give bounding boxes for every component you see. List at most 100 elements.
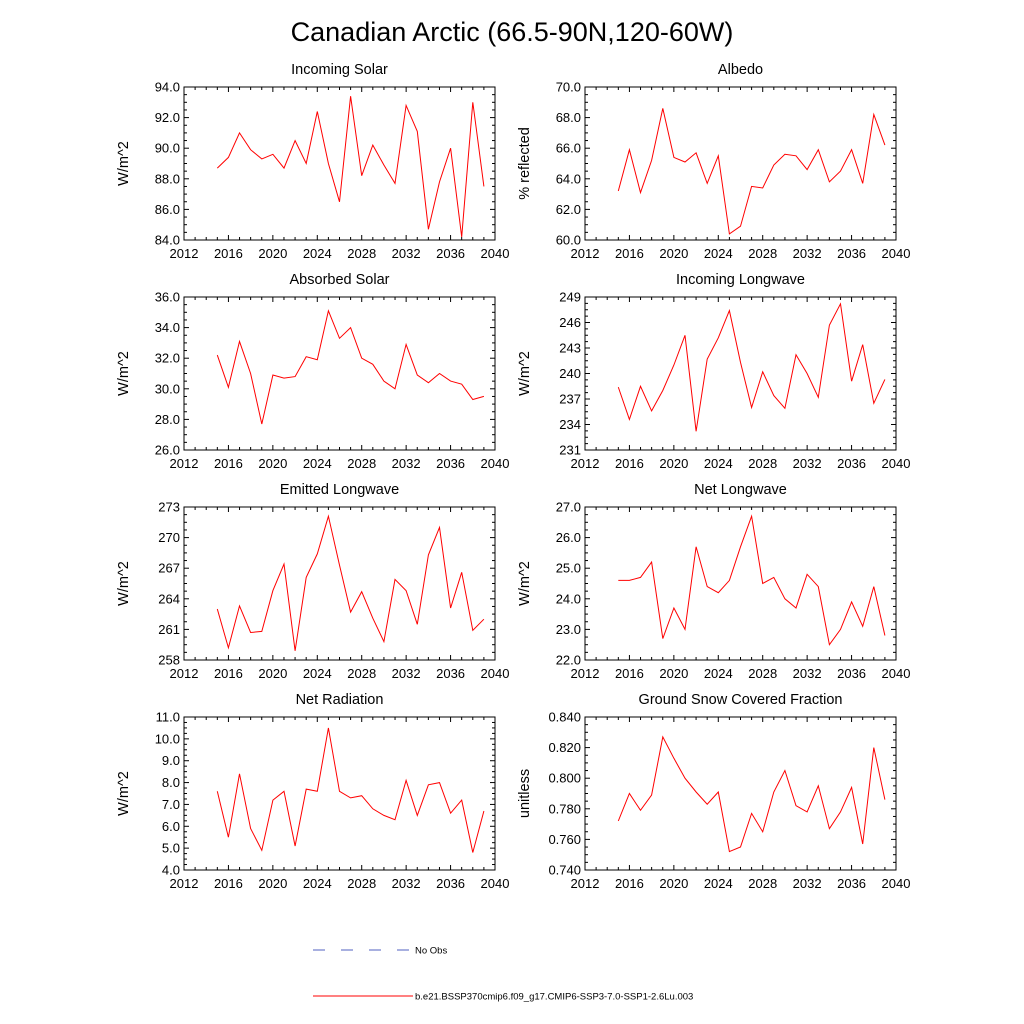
x-tick-label: 2024 <box>303 456 332 471</box>
x-tick-label: 2036 <box>436 666 465 681</box>
panel-title: Net Radiation <box>296 692 384 708</box>
y-tick-label: 30.0 <box>155 381 180 396</box>
y-tick-label: 70.0 <box>556 80 581 95</box>
x-tick-label: 2028 <box>347 246 376 261</box>
x-tick-label: 2040 <box>481 246 510 261</box>
x-tick-label: 2016 <box>615 456 644 471</box>
legend: No Obs b.e21.BSSP370cmip6.f09_g17.CMIP6-… <box>313 946 693 1003</box>
panel-emitted-longwave: Emitted Longwave W/m^2 2012 2016 2020 2024 202… <box>116 482 509 681</box>
panel-incoming-solar: Incoming Solar W/m^2 2012 2016 2020 2024 2028 2… <box>116 62 509 261</box>
x-tick-label: 2028 <box>347 876 376 891</box>
y-tick-label: 0.840 <box>548 710 581 725</box>
y-axis-label: W/m^2 <box>116 351 132 396</box>
x-tick-label: 2020 <box>659 456 688 471</box>
x-tick-label: 2012 <box>170 246 199 261</box>
y-tick-label: 246 <box>559 315 581 330</box>
y-tick-label: 10.0 <box>155 731 180 746</box>
y-tick-label: 234 <box>559 417 581 432</box>
x-tick-label: 2040 <box>481 876 510 891</box>
panel-title: Emitted Longwave <box>280 482 399 498</box>
x-tick-label: 2016 <box>214 666 243 681</box>
y-tick-label: 32.0 <box>155 351 180 366</box>
x-tick-label: 2016 <box>615 666 644 681</box>
x-tick-label: 2016 <box>214 246 243 261</box>
y-tick-label: 86.0 <box>155 202 180 217</box>
y-axis-label: W/m^2 <box>116 141 132 186</box>
y-tick-label: 26.0 <box>556 530 581 545</box>
y-axis-label: W/m^2 <box>517 561 533 606</box>
x-tick-label: 2024 <box>704 666 733 681</box>
y-tick-label: 0.800 <box>548 771 581 786</box>
y-tick-label: 92.0 <box>155 110 180 125</box>
y-tick-label: 261 <box>158 622 180 637</box>
series-line <box>617 735 886 853</box>
y-axis-label: W/m^2 <box>116 771 132 816</box>
y-tick-label: 34.0 <box>155 320 180 335</box>
y-tick-label: 0.820 <box>548 740 581 755</box>
x-tick-label: 2036 <box>436 876 465 891</box>
x-tick-label: 2040 <box>882 246 911 261</box>
x-tick-label: 2020 <box>659 876 688 891</box>
y-tick-label: 94.0 <box>155 80 180 95</box>
panel-ground-snow-covered-fraction: Ground Snow Covered Fraction unitless 2012… <box>517 692 910 891</box>
x-tick-label: 2012 <box>571 456 600 471</box>
x-tick-label: 2036 <box>436 246 465 261</box>
y-tick-label: 5.0 <box>162 841 180 856</box>
panel-net-radiation: Net Radiation W/m^2 2012 2016 2020 2024 2028 20… <box>116 692 509 891</box>
x-tick-label: 2032 <box>793 246 822 261</box>
y-tick-label: 11.0 <box>156 710 180 725</box>
x-tick-label: 2012 <box>170 456 199 471</box>
x-tick-label: 2032 <box>392 456 421 471</box>
plot-frame <box>584 506 897 661</box>
y-tick-label: 4.0 <box>162 863 180 878</box>
plot-frame <box>183 506 496 661</box>
y-tick-label: 0.760 <box>548 832 581 847</box>
x-tick-label: 2028 <box>748 666 777 681</box>
panel-absorbed-solar: Absorbed Solar W/m^2 2012 2016 2020 2024 2028 2… <box>116 272 509 471</box>
x-tick-label: 2020 <box>258 456 287 471</box>
x-tick-label: 2040 <box>882 876 911 891</box>
x-tick-label: 2016 <box>615 246 644 261</box>
x-tick-label: 2040 <box>481 666 510 681</box>
y-tick-label: 267 <box>158 561 180 576</box>
y-tick-label: 22.0 <box>556 653 581 668</box>
x-tick-label: 2020 <box>659 246 688 261</box>
panel-title: Ground Snow Covered Fraction <box>639 692 843 708</box>
x-tick-label: 2028 <box>748 456 777 471</box>
x-tick-label: 2024 <box>303 666 332 681</box>
plot-frame <box>183 296 496 451</box>
x-tick-label: 2032 <box>793 876 822 891</box>
series-line <box>216 96 485 237</box>
x-tick-label: 2020 <box>258 246 287 261</box>
y-tick-label: 264 <box>158 591 180 606</box>
x-tick-label: 2020 <box>659 666 688 681</box>
x-tick-label: 2016 <box>615 876 644 891</box>
y-axis-label: % reflected <box>517 127 533 200</box>
panel-grid: Incoming Solar W/m^2 2012 2016 2020 2024 2028 2… <box>116 62 910 891</box>
y-tick-label: 0.740 <box>548 863 581 878</box>
series-line <box>216 514 485 651</box>
x-tick-label: 2024 <box>704 876 733 891</box>
y-tick-label: 6.0 <box>162 819 180 834</box>
x-tick-label: 2024 <box>704 456 733 471</box>
y-tick-label: 60.0 <box>556 233 581 248</box>
x-tick-label: 2028 <box>347 456 376 471</box>
y-axis-label: W/m^2 <box>116 561 132 606</box>
panel-title: Net Longwave <box>694 482 787 498</box>
x-tick-label: 2012 <box>571 246 600 261</box>
plot-frame <box>183 716 496 871</box>
x-tick-label: 2032 <box>793 456 822 471</box>
series-line <box>617 302 886 432</box>
y-axis-label: unitless <box>517 769 533 818</box>
y-tick-label: 0.780 <box>548 801 581 816</box>
plot-frame <box>584 86 897 241</box>
x-tick-label: 2032 <box>392 246 421 261</box>
x-tick-label: 2032 <box>392 876 421 891</box>
y-tick-label: 66.0 <box>556 141 581 156</box>
series-line <box>617 108 886 235</box>
y-tick-label: 90.0 <box>155 141 180 156</box>
panel-title: Albedo <box>718 62 763 78</box>
x-tick-label: 2012 <box>170 876 199 891</box>
plot-frame <box>584 296 897 451</box>
y-tick-label: 258 <box>158 653 180 668</box>
